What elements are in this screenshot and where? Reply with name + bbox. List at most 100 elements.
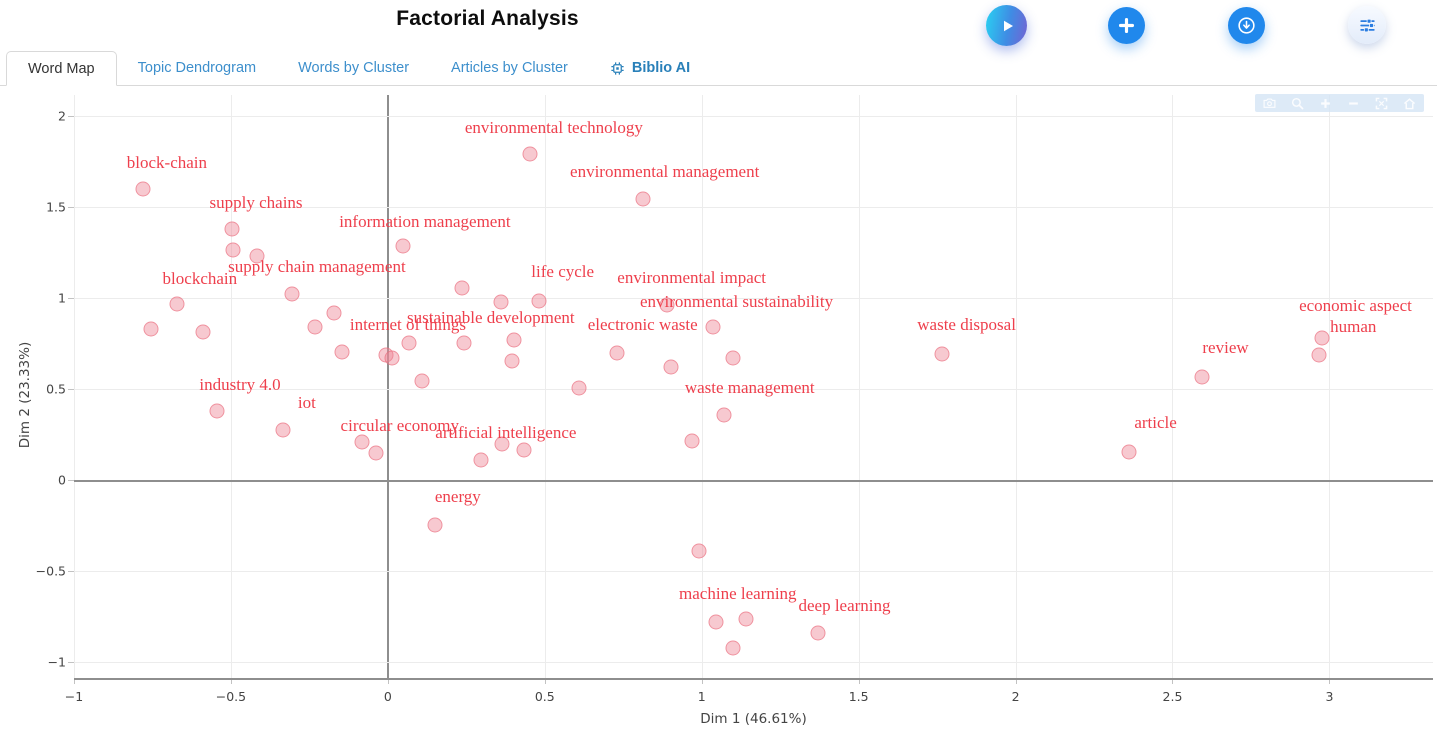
data-point[interactable] (493, 294, 509, 310)
data-point[interactable] (456, 335, 472, 351)
word-annotation: sustainable development (407, 307, 575, 327)
chip-icon (610, 61, 625, 76)
data-point[interactable] (705, 319, 721, 335)
x-tick-mark (858, 679, 860, 684)
data-point[interactable] (716, 407, 732, 423)
x-gridline (1172, 95, 1174, 678)
word-annotation: environmental impact (617, 267, 767, 287)
word-annotation: electronic waste (587, 314, 698, 334)
tab-articles-by-cluster[interactable]: Articles by Cluster (430, 51, 589, 85)
data-point[interactable] (143, 321, 159, 337)
data-point[interactable] (284, 286, 300, 302)
data-point[interactable] (1314, 330, 1330, 346)
data-point[interactable] (504, 353, 520, 369)
data-point[interactable] (810, 625, 826, 641)
sliders-icon (1359, 18, 1375, 32)
data-point[interactable] (275, 422, 291, 438)
x-tick-mark (701, 679, 703, 684)
add-button[interactable] (1108, 7, 1145, 44)
play-button[interactable] (986, 5, 1027, 46)
x-tick-label: 0.5 (534, 689, 555, 704)
word-annotation: review (1202, 338, 1249, 357)
data-point[interactable] (708, 614, 724, 630)
plus-icon (1118, 17, 1135, 34)
zoom-out-icon[interactable] (1347, 97, 1360, 110)
play-icon (1003, 20, 1013, 31)
data-point[interactable] (494, 436, 510, 452)
tab-articles-by-cluster-label: Articles by Cluster (451, 60, 568, 76)
data-point[interactable] (531, 293, 547, 309)
y-tick-label: −1 (47, 654, 66, 670)
data-point[interactable] (571, 380, 587, 396)
tab-word-map-label: Word Map (28, 60, 95, 77)
download-icon (1238, 17, 1255, 34)
data-point[interactable] (354, 434, 370, 450)
camera-icon[interactable] (1263, 97, 1276, 109)
tab-topic-dendrogram-label: Topic Dendrogram (137, 60, 257, 76)
data-point[interactable] (368, 445, 384, 461)
tab-biblio-ai-label: Biblio AI (631, 60, 691, 76)
data-point[interactable] (454, 280, 470, 296)
data-point[interactable] (326, 305, 342, 321)
word-annotation: circular economy (340, 415, 460, 435)
x-tick-label: −0.5 (215, 689, 247, 704)
download-button[interactable] (1228, 7, 1265, 44)
data-point[interactable] (401, 335, 417, 351)
data-point[interactable] (691, 543, 707, 559)
x-gridline (1329, 95, 1331, 678)
word-annotation: artificial intelligence (435, 423, 577, 442)
data-point[interactable] (738, 611, 754, 627)
data-point[interactable] (1121, 444, 1137, 460)
data-point[interactable] (427, 517, 443, 533)
data-point[interactable] (506, 332, 522, 348)
zoom-icon[interactable] (1291, 97, 1304, 110)
word-annotation: environmental technology (464, 117, 643, 137)
word-annotation: internet of things (349, 314, 467, 334)
data-point[interactable] (169, 296, 185, 312)
word-annotation: waste disposal (917, 314, 1016, 334)
data-point[interactable] (224, 221, 240, 237)
autoscale-icon[interactable] (1375, 97, 1388, 110)
settings-button[interactable] (1348, 6, 1386, 44)
x-tick-mark (387, 679, 389, 684)
data-point[interactable] (934, 346, 949, 362)
data-point[interactable] (225, 242, 241, 258)
data-point[interactable] (522, 146, 538, 162)
data-point[interactable] (473, 452, 489, 468)
tab-biblio-ai[interactable]: Biblio AI (589, 51, 711, 85)
data-point[interactable] (659, 297, 675, 313)
data-point[interactable] (663, 359, 679, 375)
data-point[interactable] (516, 442, 532, 458)
x-tick-label: 1.5 (848, 689, 869, 704)
y-gridline (74, 115, 1433, 117)
data-point[interactable] (307, 319, 323, 335)
y-tick-label: 0.5 (46, 381, 66, 397)
x-gridline (858, 95, 860, 678)
x-tick-label: 0 (383, 689, 392, 704)
data-point[interactable] (609, 345, 625, 361)
word-annotation: supply chains (209, 192, 303, 212)
data-point[interactable] (725, 640, 741, 656)
tab-words-by-cluster[interactable]: Words by Cluster (277, 51, 430, 85)
data-point[interactable] (195, 324, 211, 340)
data-point[interactable] (249, 248, 265, 264)
tab-word-map[interactable]: Word Map (6, 51, 117, 86)
y-tick-label: −0.5 (35, 563, 66, 579)
data-point[interactable] (684, 433, 700, 449)
x-tick-label: 3 (1325, 689, 1334, 704)
data-point[interactable] (384, 350, 400, 366)
data-point[interactable] (1311, 347, 1327, 363)
data-point[interactable] (1194, 369, 1210, 385)
data-point[interactable] (414, 373, 430, 389)
data-point[interactable] (725, 350, 741, 366)
data-point[interactable] (635, 191, 651, 207)
reset-axes-icon[interactable] (1403, 97, 1416, 110)
zoom-in-icon[interactable] (1319, 97, 1332, 110)
data-point[interactable] (395, 238, 411, 254)
tab-topic-dendrogram[interactable]: Topic Dendrogram (117, 51, 277, 85)
data-point[interactable] (334, 344, 350, 360)
data-point[interactable] (135, 181, 151, 197)
x-tick-label: −1 (64, 689, 84, 704)
data-point[interactable] (209, 403, 225, 419)
y-gridline (74, 661, 1433, 663)
